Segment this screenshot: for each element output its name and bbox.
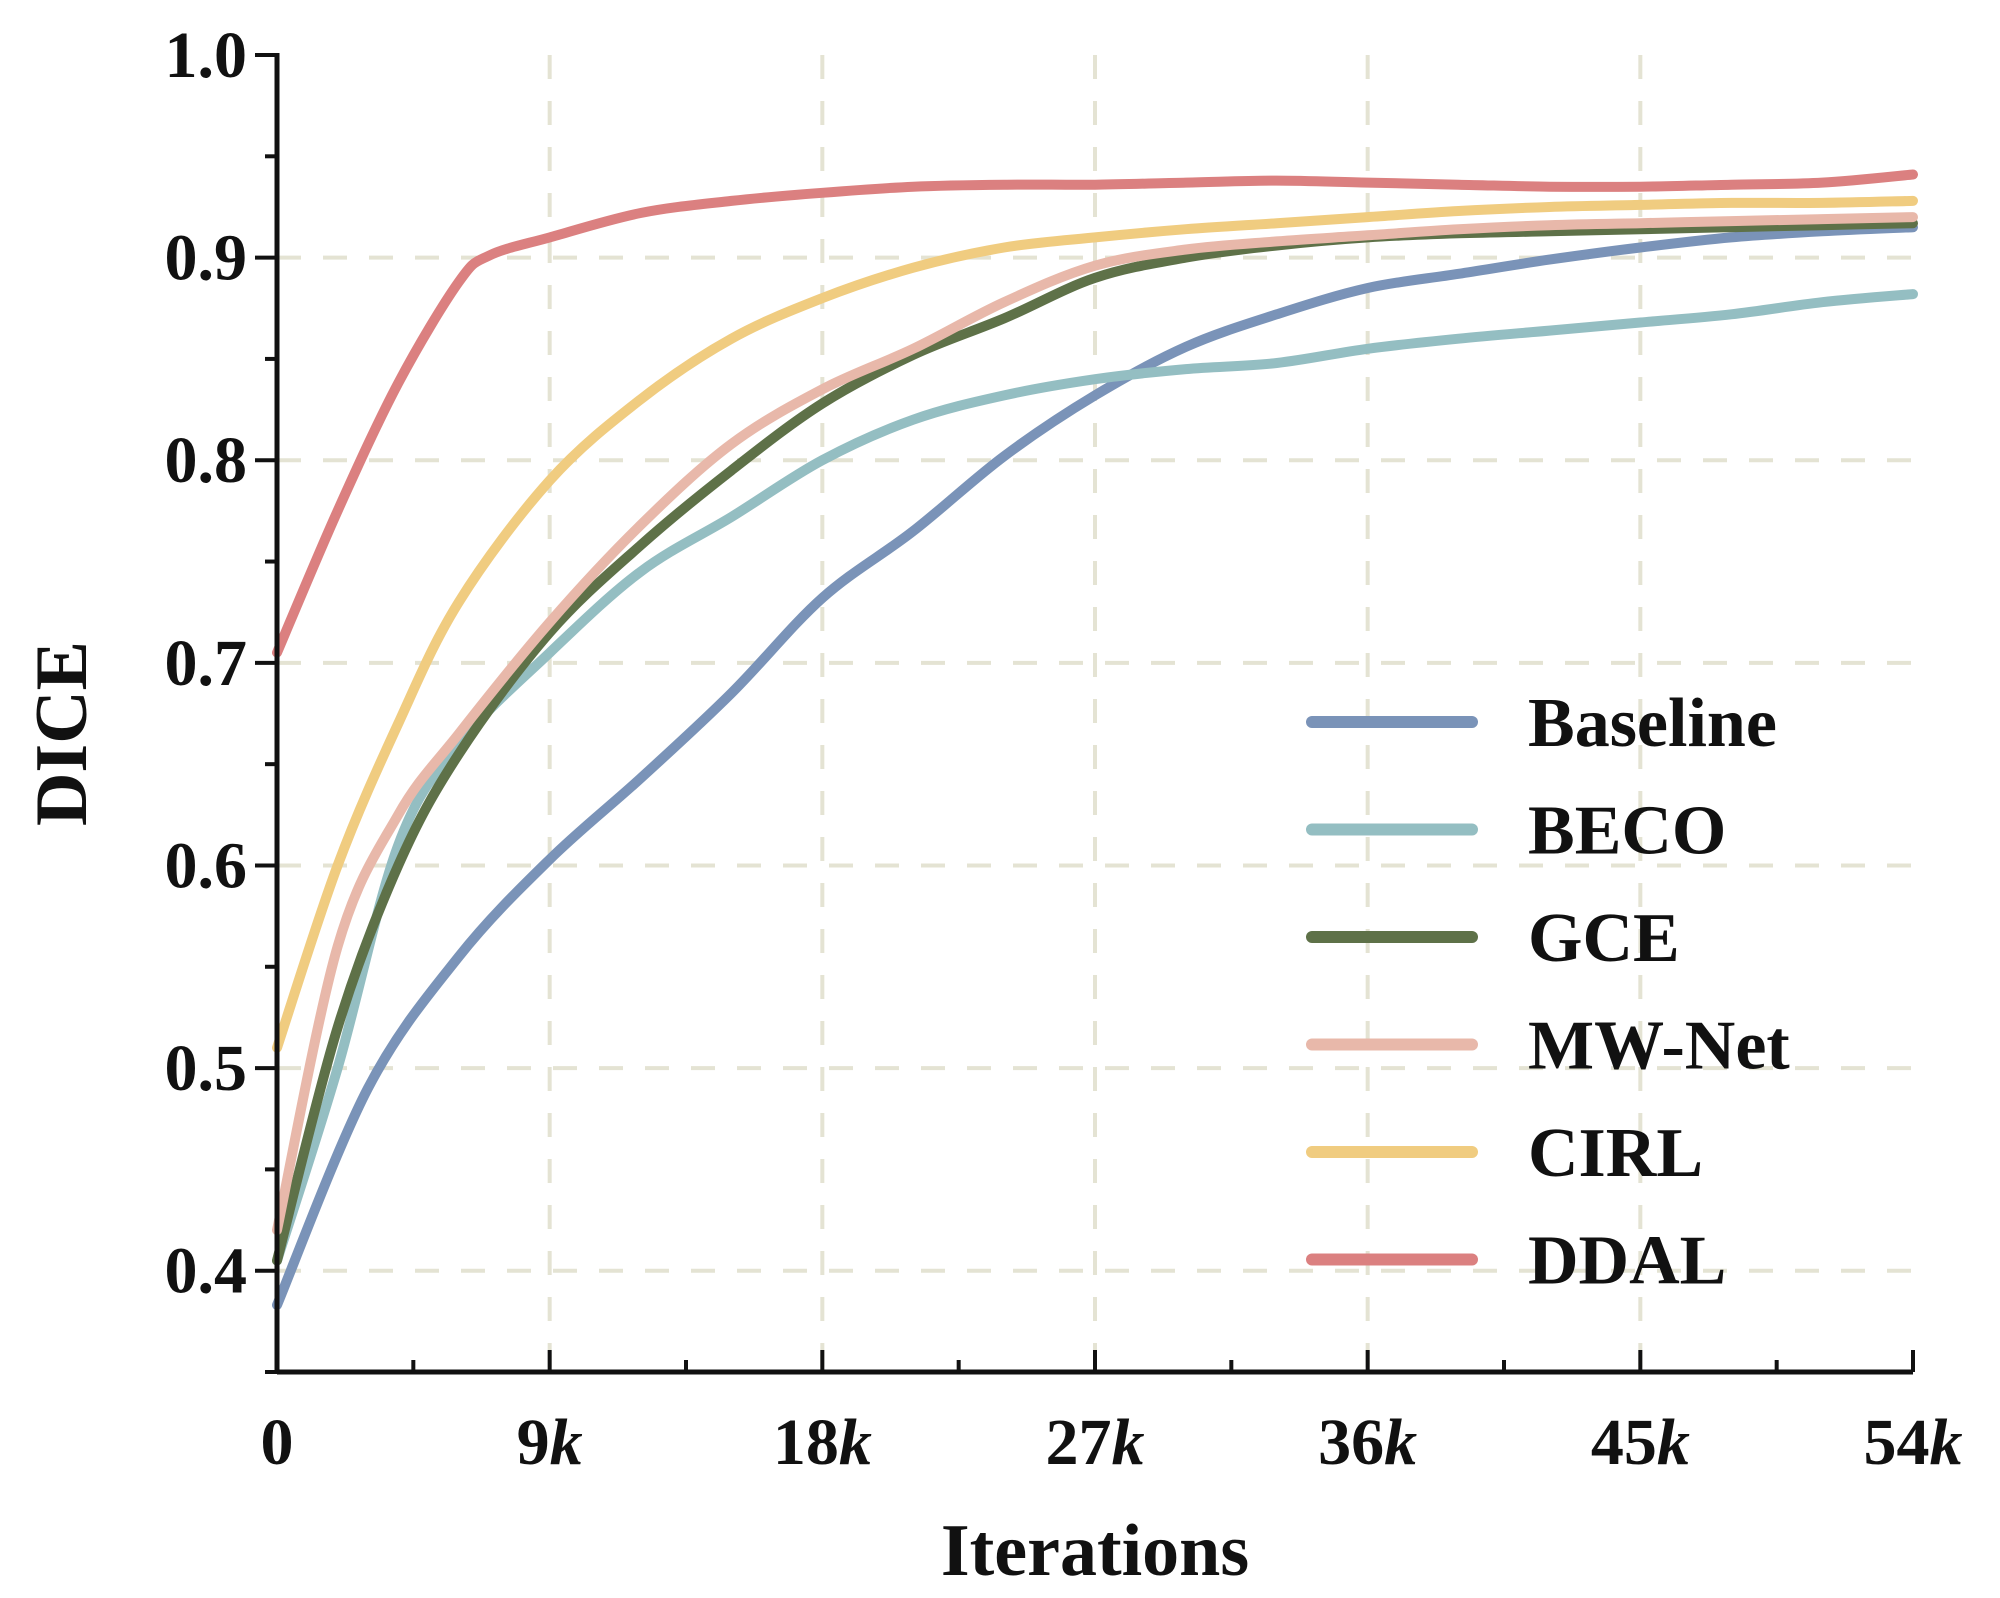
axis-ticks: 0.4 0.5 0.6 0.7 0.8 0.9 1.0 0 9k 18k 27k 36k 45k 54k [165,19,1963,1479]
x-tick-label-6: 54k [1864,1406,1963,1479]
legend-item-ddal: DDAL [1306,1223,1726,1300]
series-line-baseline [272,222,1918,1311]
y-tick-label-1: 0.5 [165,1032,248,1105]
legend-label-ddal: DDAL [1528,1223,1726,1300]
grid-lines [277,55,1913,1372]
legend-label-cirl: CIRL [1528,1115,1703,1192]
x-tick-label-3: 27k [1046,1406,1145,1479]
series-line-cirl [272,195,1918,1053]
legend-item-beco: BECO [1306,793,1726,870]
legend-item-baseline: Baseline [1306,685,1777,762]
x-axis-title: Iterations [941,1510,1249,1592]
y-tick-label-6: 1.0 [165,19,248,92]
x-tick-label-1: 9k [517,1406,583,1479]
legend-label-gce: GCE [1528,900,1680,977]
y-tick-label-3: 0.7 [165,627,248,700]
y-tick-label-4: 0.8 [165,424,248,497]
x-tick-label-2: 18k [773,1406,872,1479]
series-line-beco [272,289,1918,1266]
y-tick-label-2: 0.6 [165,829,248,902]
legend-label-beco: BECO [1528,793,1726,870]
legend-item-cirl: CIRL [1306,1115,1703,1192]
legend-item-gce: GCE [1306,900,1680,977]
legend-label-baseline: Baseline [1528,685,1777,762]
series-line-mw-net [272,212,1918,1236]
x-tick-label-4: 36k [1318,1406,1417,1479]
x-tick-label-0: 0 [261,1406,294,1479]
y-tick-label-5: 0.9 [165,222,248,295]
x-tick-label-5: 45k [1591,1406,1690,1479]
series-lines [272,169,1918,1311]
legend-label-mw-net: MW-Net [1528,1008,1790,1085]
legend-item-mw-net: MW-Net [1306,1008,1790,1085]
series-line-ddal [272,169,1918,658]
y-axis-title: DICE [21,641,103,826]
legend: Baseline BECO GCE MW-Net CIRL DDAL [1306,685,1790,1300]
y-tick-label-0: 0.4 [165,1235,248,1308]
series-line-gce [272,218,1918,1266]
